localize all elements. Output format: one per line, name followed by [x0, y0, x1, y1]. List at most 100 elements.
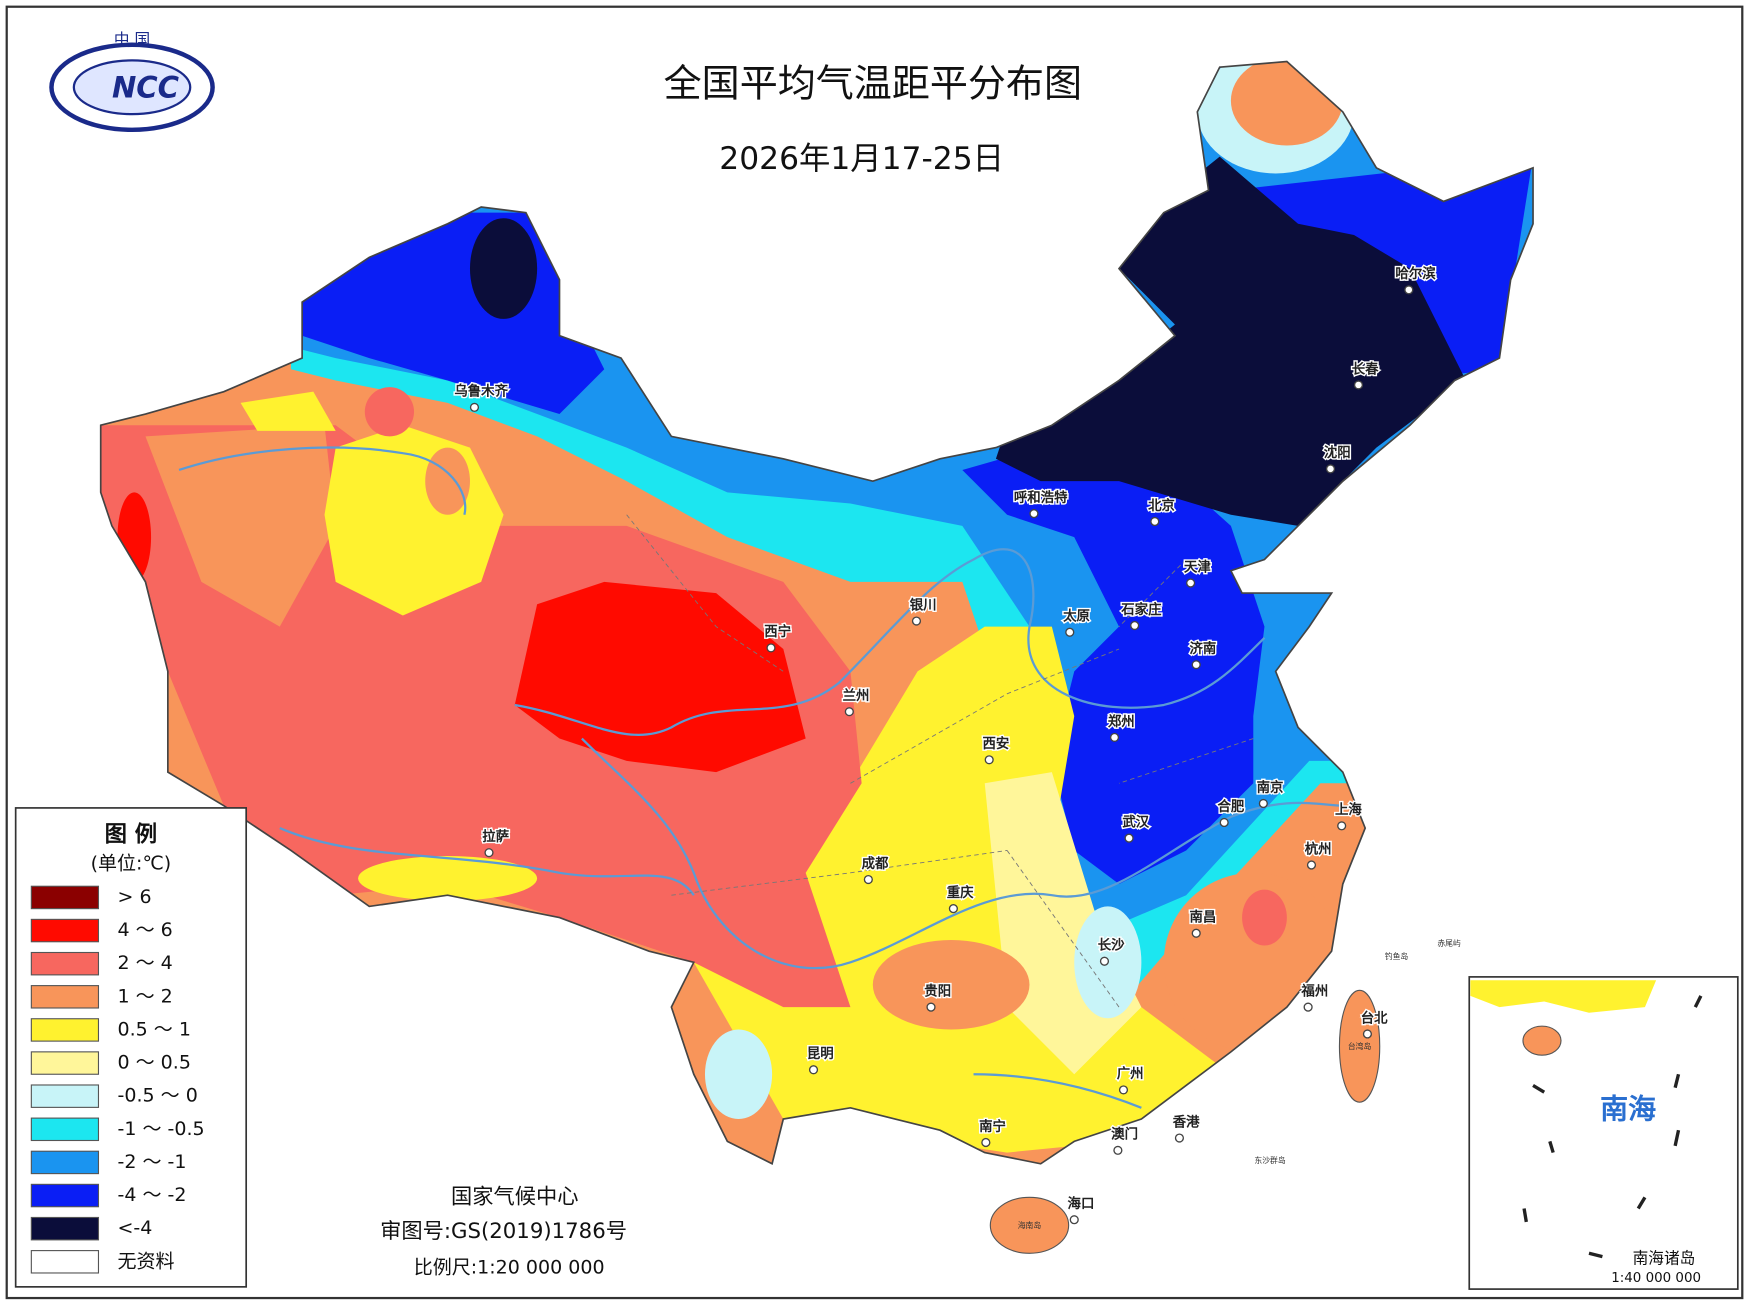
city-dot [1124, 833, 1134, 843]
island-label: 东沙群岛 [1254, 1155, 1285, 1165]
legend-label: 2 ～ 4 [117, 952, 172, 974]
zone [872, 939, 1030, 1030]
legend-label: -2 ～ -1 [117, 1151, 186, 1173]
city-dot [1258, 798, 1268, 809]
legend-label: <-4 [117, 1217, 152, 1239]
legend-label: -1 ～ -0.5 [117, 1118, 204, 1140]
city-label: 北京 [1148, 497, 1175, 514]
city-label: 兰州 [843, 687, 870, 704]
pearl-river [973, 1073, 1142, 1109]
legend-swatch [30, 1084, 100, 1108]
legend-swatch [30, 1250, 100, 1274]
city-dot [1029, 509, 1039, 519]
legend-label: 0.5 ～ 1 [117, 1018, 190, 1040]
legend-swatch [30, 951, 100, 976]
city-dot [1118, 1085, 1129, 1095]
city-dot [1191, 660, 1201, 670]
city-dot [766, 643, 776, 653]
map-title: 全国平均气温距平分布图 [664, 62, 1082, 106]
city-dot [1186, 578, 1196, 588]
city-dot [1353, 380, 1364, 390]
city-label: 石家庄 [1120, 601, 1162, 618]
city-label: 杭州 [1305, 840, 1332, 857]
city-label: 南昌 [1190, 909, 1217, 926]
city-label: 澳门 [1111, 1126, 1138, 1143]
yangtze-river [581, 737, 1343, 970]
city-dot [948, 904, 958, 914]
island-label: 台湾岛 [1348, 1041, 1372, 1051]
legend-swatch [30, 985, 100, 1009]
legend-swatch [30, 1018, 100, 1042]
city-label: 太原 [1063, 608, 1090, 625]
city-dot [808, 1065, 819, 1075]
city-label: 香港 [1172, 1113, 1200, 1130]
legend-swatch [30, 1216, 100, 1241]
city-dot [1191, 928, 1201, 938]
city-label: 台北 [1361, 1009, 1388, 1026]
city-label: 济南 [1190, 640, 1217, 657]
legend-label: > 6 [117, 886, 151, 908]
city-dot [911, 616, 922, 626]
zone [145, 425, 336, 627]
yarlung-river [279, 827, 695, 896]
city-label: 西宁 [764, 623, 791, 640]
legend-box [14, 807, 248, 1288]
city-label: 成都 [862, 855, 889, 872]
inset-sea: 南海 [1600, 1093, 1656, 1126]
inset-box [1468, 976, 1739, 1290]
city-dot [1325, 464, 1336, 474]
city-dot [1150, 516, 1160, 527]
legend-swatch [30, 885, 100, 910]
inset-scale: 1:40 000 000 [1611, 1271, 1701, 1286]
city-label: 乌鲁木齐 [454, 383, 508, 400]
city-label: 银川 [910, 596, 937, 613]
tarim-river [178, 446, 467, 516]
legend-swatch [30, 918, 100, 943]
island-label: 钓鱼岛 [1385, 951, 1409, 961]
legend-swatch [30, 1117, 100, 1142]
city-label: 沈阳 [1324, 444, 1351, 461]
zone [1242, 889, 1287, 946]
logo-abbr: NCC [112, 71, 180, 105]
city-label: 天津 [1184, 558, 1211, 575]
city-dot [926, 1002, 936, 1012]
zone [995, 156, 1466, 526]
city-label: 贵阳 [924, 982, 951, 999]
logo-globe [72, 59, 192, 116]
city-label: 郑州 [1108, 713, 1135, 730]
legend-swatch [30, 1051, 100, 1075]
city-label: 拉萨 [482, 828, 509, 845]
city-dot [1109, 732, 1120, 743]
yellow-river [514, 548, 1266, 736]
credit-org: 国家气候中心 [451, 1184, 579, 1209]
city-dot [469, 402, 480, 412]
legend-label: -0.5 ～ 0 [117, 1085, 197, 1107]
legend-title: 图 例 [105, 821, 158, 847]
city-dot [1303, 1002, 1313, 1012]
city-dot [1069, 1215, 1079, 1225]
island-label: 赤尾屿 [1437, 939, 1461, 948]
city-label: 上海 [1335, 801, 1362, 818]
city-dot [1113, 1145, 1123, 1155]
city-label: 南京 [1257, 779, 1284, 796]
city-dot [1099, 956, 1110, 966]
legend-label: 无资料 [117, 1250, 174, 1272]
city-label: 重庆 [947, 884, 974, 901]
legend-swatch [30, 1150, 100, 1175]
city-label: 合肥 [1217, 798, 1244, 815]
inset: 南海 南海诸岛 1:40 000 000 [1468, 976, 1739, 1290]
credit-approval: 审图号:GS(2019)1786号 [380, 1219, 627, 1244]
inset-islands: 南海诸岛 [1633, 1248, 1696, 1267]
zone [425, 447, 470, 515]
legend-swatch [30, 1183, 100, 1208]
legend-label: 0 ～ 0.5 [117, 1052, 190, 1074]
logo: 中 国 NCC [49, 30, 215, 133]
legend: 图 例 (单位:℃) > 6 4 ～ 6 2 ～ 4 1 ～ 2 0.5 ～ 1 0 ～ … [14, 807, 248, 1288]
inset-hainan [1522, 1025, 1562, 1056]
city-label: 长沙 [1098, 937, 1125, 954]
city-dot [1337, 821, 1347, 831]
